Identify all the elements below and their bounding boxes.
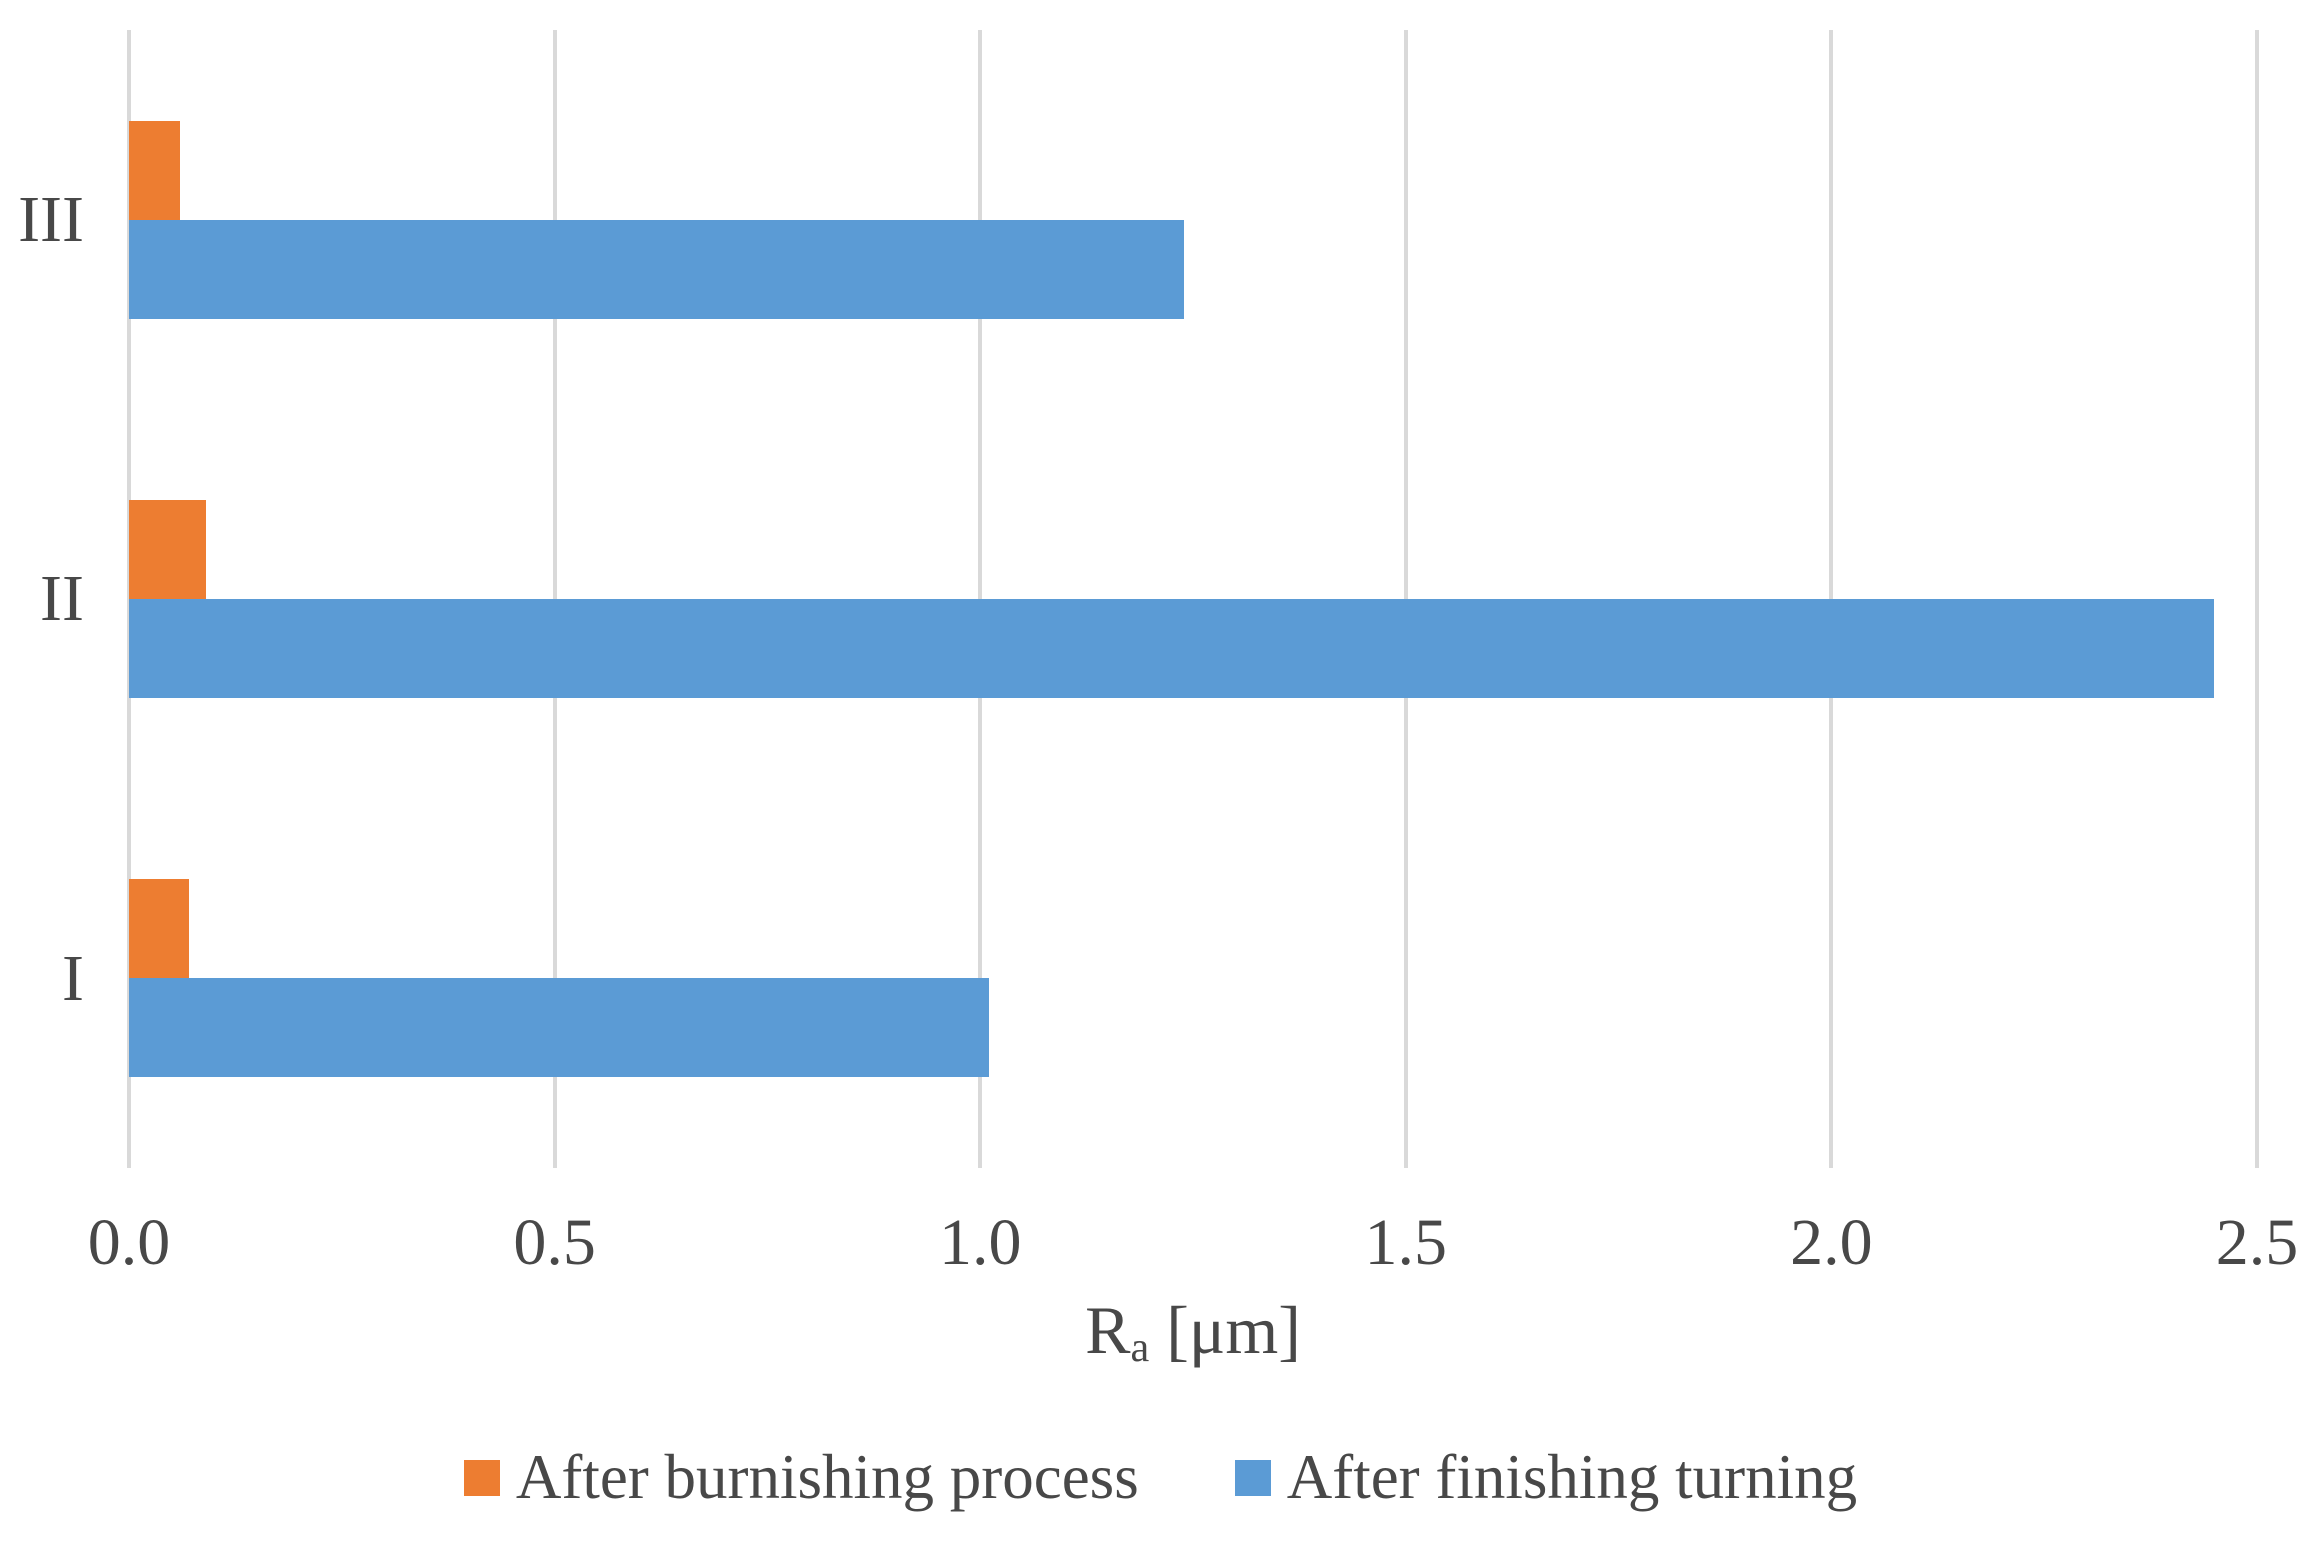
tick-label-1.0: 1.0 bbox=[938, 1206, 1022, 1279]
legend-item-after-finishing-turning: After finishing turning bbox=[1234, 1442, 1858, 1512]
x-axis-title-subscript: a bbox=[1130, 1323, 1150, 1371]
bar-III-after-burnishing-process bbox=[129, 120, 181, 220]
category-label-II: II bbox=[40, 562, 84, 636]
bar-II-after-finishing-turning bbox=[129, 599, 2215, 698]
legend-label: After burnishing process bbox=[515, 1442, 1139, 1512]
category-label-I: I bbox=[62, 941, 84, 1015]
legend-swatch-icon bbox=[463, 1459, 500, 1496]
bar-I-after-burnishing-process bbox=[129, 879, 189, 979]
category-label-III: III bbox=[18, 183, 84, 256]
legend-item-after-burnishing-process: After burnishing process bbox=[463, 1442, 1139, 1512]
tick-label-0.5: 0.5 bbox=[513, 1206, 596, 1279]
bar-I-after-finishing-turning bbox=[129, 978, 989, 1078]
legend-swatch-icon bbox=[1234, 1459, 1271, 1496]
gridline-2.5 bbox=[2255, 30, 2259, 1168]
tick-label-2.5: 2.5 bbox=[2215, 1206, 2299, 1279]
bar-III-after-finishing-turning bbox=[129, 219, 1185, 319]
x-axis-title-unit: [μm] bbox=[1149, 1292, 1301, 1368]
legend: After burnishing process After finishing … bbox=[0, 1440, 2321, 1515]
legend-label: After finishing turning bbox=[1286, 1442, 1858, 1512]
x-axis-title-symbol: R bbox=[1085, 1292, 1131, 1368]
tick-label-1.5: 1.5 bbox=[1364, 1206, 1448, 1279]
tick-label-2.0: 2.0 bbox=[1790, 1206, 1873, 1279]
x-axis-title: Ra [μm] bbox=[993, 1296, 1393, 1368]
tick-label-0.0: 0.0 bbox=[87, 1206, 171, 1279]
bar-II-after-burnishing-process bbox=[129, 500, 206, 599]
